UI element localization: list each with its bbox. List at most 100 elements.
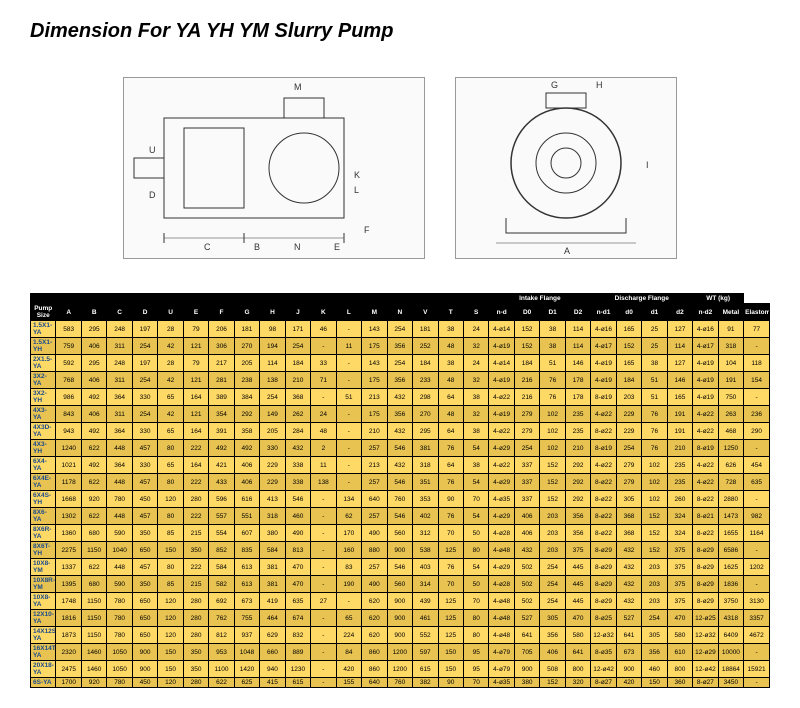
dim-cell: 12-ø42 [591, 661, 616, 678]
dim-cell: 4672 [744, 627, 770, 644]
dim-cell: 152 [514, 321, 539, 338]
dim-cell: 42 [158, 372, 183, 389]
dim-cell: 583 [56, 321, 81, 338]
dim-cell: 900 [387, 610, 412, 627]
table-row: 10X8-YM133762244845780222584613381470-83… [31, 559, 770, 576]
dim-cell: 18864 [718, 661, 743, 678]
dim-cell: 835 [234, 542, 259, 559]
dim-cell: 900 [132, 661, 157, 678]
dim-cell: 4-ø19 [489, 372, 514, 389]
dim-cell: 364 [107, 457, 132, 474]
dim-cell: 4-ø19 [693, 389, 718, 406]
dim-cell: 165 [616, 355, 641, 372]
dim-cell: 460 [642, 661, 667, 678]
dim-cell: 54 [463, 559, 488, 576]
dim-cell: 629 [260, 627, 285, 644]
table-row: 10X8-YA174811507806501202806926734196352… [31, 593, 770, 610]
dim-cell: 38 [463, 389, 488, 406]
dim-cell: 986 [56, 389, 81, 406]
dim-cell: 780 [107, 627, 132, 644]
svg-text:I: I [646, 160, 649, 170]
front-view-diagram: G H I A [455, 77, 677, 259]
dim-cell: 538 [413, 542, 438, 559]
dim-cell: 146 [667, 372, 692, 389]
dim-cell: 2275 [56, 542, 81, 559]
dim-cell: 233 [413, 372, 438, 389]
dim-cell: 90 [438, 678, 463, 688]
table-row: 1.5X1-YH75940631125442121306270194254-11… [31, 338, 770, 355]
dim-cell: 257 [362, 440, 387, 457]
dim-cell: 38 [463, 423, 488, 440]
dim-cell: 254 [132, 406, 157, 423]
dim-cell: 8-ø25 [591, 610, 616, 627]
dim-cell: 150 [438, 661, 463, 678]
dim-cell: 8-ø29 [693, 576, 718, 593]
dim-cell: 889 [285, 644, 310, 661]
dim-cell: 590 [107, 576, 132, 593]
dim-cell: 76 [642, 423, 667, 440]
dim-cell: 114 [565, 338, 590, 355]
dim-cell: 4-ø79 [489, 644, 514, 661]
dim-cell: 832 [285, 627, 310, 644]
dim-cell: 84 [336, 644, 361, 661]
dim-cell: 64 [438, 457, 463, 474]
dim-cell: - [336, 423, 361, 440]
dim-cell: 146 [565, 355, 590, 372]
dim-cell: 171 [285, 321, 310, 338]
dim-cell: 780 [107, 491, 132, 508]
dim-cell: 457 [132, 508, 157, 525]
dim-cell: 127 [667, 355, 692, 372]
dim-cell: 224 [336, 627, 361, 644]
dim-cell: 8-ø21 [693, 508, 718, 525]
dim-cell: 673 [234, 593, 259, 610]
dim-cell: 165 [667, 389, 692, 406]
dim-cell: 254 [132, 372, 157, 389]
dim-cell: 311 [107, 338, 132, 355]
dim-cell: 920 [81, 678, 106, 688]
dim-cell: 90 [438, 491, 463, 508]
dim-cell: 254 [285, 338, 310, 355]
dim-cell: 279 [616, 474, 641, 491]
dim-cell: 120 [158, 610, 183, 627]
dim-cell: 4-ø48 [489, 593, 514, 610]
dim-cell: 254 [540, 559, 565, 576]
dim-cell: 4-ø14 [489, 355, 514, 372]
pump-size-cell: 6X4S-YH [31, 491, 56, 508]
dim-cell: 4-ø14 [489, 321, 514, 338]
dim-cell: 80 [158, 559, 183, 576]
dim-cell: 8-ø29 [591, 559, 616, 576]
dim-cell: 554 [209, 525, 234, 542]
dim-cell: 4-ø48 [489, 542, 514, 559]
dim-cell: 178 [565, 372, 590, 389]
dim-cell: 780 [107, 610, 132, 627]
dim-cell: 490 [362, 525, 387, 542]
pump-size-cell: 4X3D-YA [31, 423, 56, 440]
dim-cell: - [311, 610, 336, 627]
dim-cell: 125 [438, 542, 463, 559]
dim-cell: - [336, 593, 361, 610]
dim-cell: 584 [209, 559, 234, 576]
dim-cell: 900 [132, 644, 157, 661]
dim-cell: 210 [285, 372, 310, 389]
dim-cell: 2 [311, 440, 336, 457]
dim-cell: 306 [209, 338, 234, 355]
dim-cell: 324 [667, 508, 692, 525]
dim-cell: 260 [667, 491, 692, 508]
dim-cell: 1873 [56, 627, 81, 644]
table-row: 6S-YA1700920780450120280622625415615-155… [31, 678, 770, 688]
dim-cell: 546 [387, 440, 412, 457]
pump-size-cell: 3X2-YA [31, 372, 56, 389]
dim-cell: 590 [107, 525, 132, 542]
dim-cell: 279 [616, 457, 641, 474]
dim-cell: 280 [183, 610, 208, 627]
dim-cell: 38 [463, 457, 488, 474]
dim-cell: 295 [413, 423, 438, 440]
dim-cell: - [744, 542, 770, 559]
dim-cell: 450 [132, 678, 157, 688]
dim-cell: 152 [540, 474, 565, 491]
dim-cell: 114 [565, 321, 590, 338]
col-header: C [107, 304, 132, 321]
dim-cell: 292 [565, 491, 590, 508]
dim-cell: 8-ø19 [693, 440, 718, 457]
dim-cell: 254 [387, 355, 412, 372]
